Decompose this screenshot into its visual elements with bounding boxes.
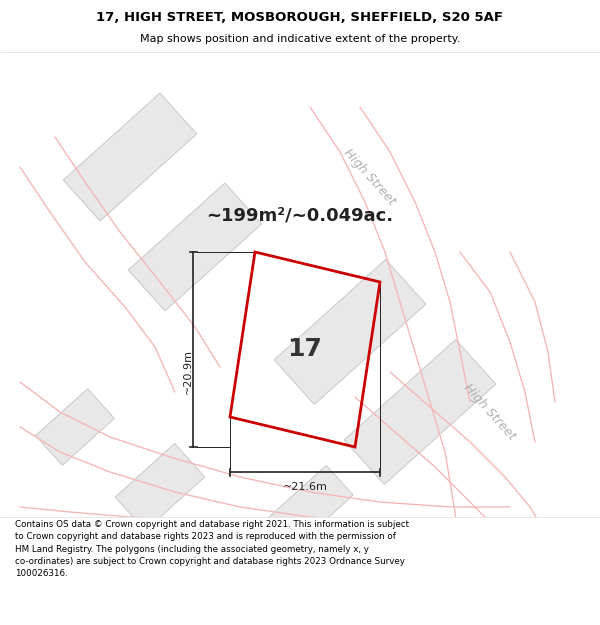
Polygon shape	[274, 259, 426, 404]
Polygon shape	[267, 466, 353, 549]
Text: High Street: High Street	[341, 146, 398, 208]
Polygon shape	[128, 183, 262, 311]
Text: Map shows position and indicative extent of the property.: Map shows position and indicative extent…	[140, 34, 460, 44]
Text: 17: 17	[287, 338, 322, 361]
Text: Contains OS data © Crown copyright and database right 2021. This information is : Contains OS data © Crown copyright and d…	[15, 520, 409, 578]
Text: High Street: High Street	[461, 381, 518, 442]
Text: ~199m²/~0.049ac.: ~199m²/~0.049ac.	[206, 206, 394, 224]
Polygon shape	[35, 389, 115, 465]
Polygon shape	[115, 444, 205, 531]
Text: 17, HIGH STREET, MOSBOROUGH, SHEFFIELD, S20 5AF: 17, HIGH STREET, MOSBOROUGH, SHEFFIELD, …	[97, 11, 503, 24]
Polygon shape	[344, 339, 496, 484]
Text: ~20.9m: ~20.9m	[183, 349, 193, 394]
Text: ~21.6m: ~21.6m	[283, 482, 328, 492]
Polygon shape	[63, 93, 197, 221]
